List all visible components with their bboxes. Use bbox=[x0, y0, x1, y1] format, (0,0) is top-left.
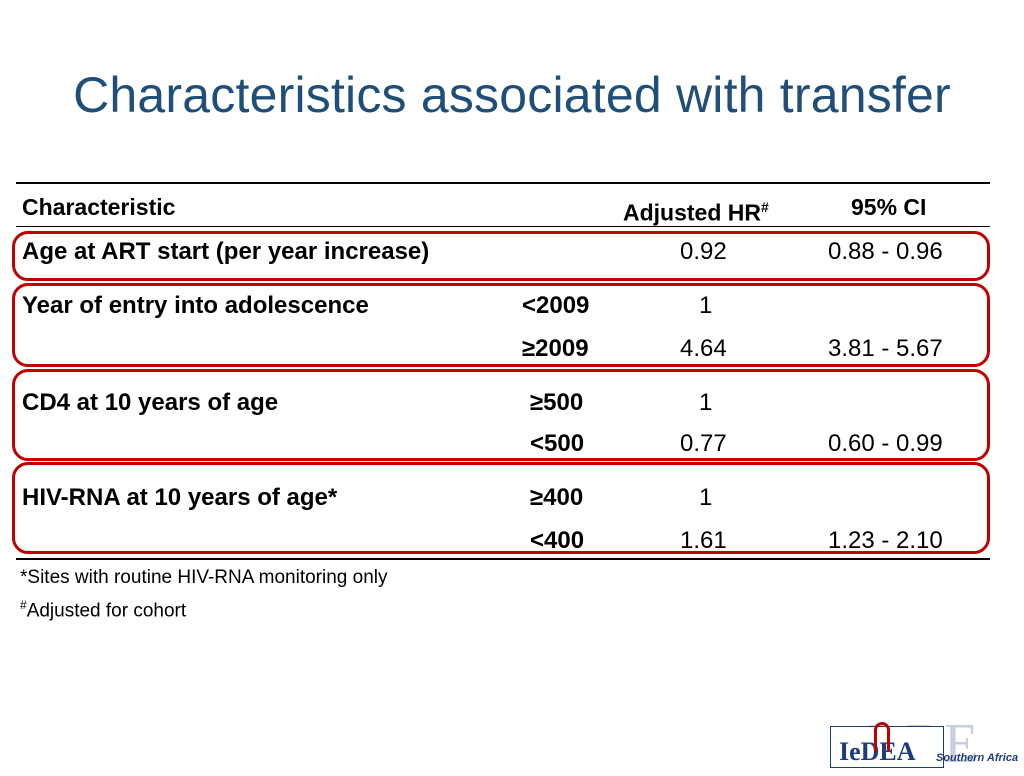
logo-name: IeDEA bbox=[839, 737, 916, 766]
row-year-characteristic: Year of entry into adolescence bbox=[22, 292, 369, 319]
row-cd4-hr-1: 1 bbox=[699, 389, 713, 416]
highlight-box-hiv-rna bbox=[12, 462, 990, 554]
table-top-rule bbox=[16, 182, 990, 184]
row-year-level-1: <2009 bbox=[522, 292, 590, 319]
row-year-ci-2: 3.81 - 5.67 bbox=[828, 335, 943, 362]
row-age-characteristic: Age at ART start (per year increase) bbox=[22, 238, 430, 265]
row-year-hr-1: 1 bbox=[699, 292, 713, 319]
header-adjusted-hr: Adjusted HR# bbox=[623, 199, 769, 226]
header-hr-sup: # bbox=[761, 199, 769, 215]
row-hiv-rna-hr-2: 1.61 bbox=[680, 527, 727, 554]
row-hiv-rna-characteristic: HIV-RNA at 10 years of age* bbox=[22, 484, 338, 511]
footnote-sites: *Sites with routine HIV-RNA monitoring o… bbox=[20, 567, 388, 588]
row-year-hr-2: 4.64 bbox=[680, 335, 727, 362]
row-age-ci: 0.88 - 0.96 bbox=[828, 238, 943, 265]
row-year-level-2: ≥2009 bbox=[522, 335, 589, 362]
row-cd4-level-1: ≥500 bbox=[530, 389, 584, 416]
slide-title: Characteristics associated with transfer bbox=[73, 67, 951, 123]
row-cd4-ci-2: 0.60 - 0.99 bbox=[828, 430, 943, 457]
highlight-box-cd4 bbox=[12, 369, 990, 461]
footnote-adjusted: #Adjusted for cohort bbox=[20, 598, 187, 622]
row-age-hr: 0.92 bbox=[680, 238, 727, 265]
table-header-rule bbox=[16, 226, 990, 227]
highlight-box-year bbox=[12, 283, 990, 367]
iedea-logo: IeDE IeDEA Southern Africa bbox=[826, 713, 1024, 775]
row-hiv-rna-level-2: <400 bbox=[530, 527, 585, 554]
row-cd4-characteristic: CD4 at 10 years of age bbox=[22, 389, 279, 416]
logo-region: Southern Africa bbox=[936, 752, 1019, 764]
row-hiv-rna-ci-2: 1.23 - 2.10 bbox=[828, 527, 943, 554]
row-cd4-level-2: <500 bbox=[530, 430, 585, 457]
highlight-box-age bbox=[12, 231, 990, 281]
header-characteristic: Characteristic bbox=[22, 194, 176, 220]
table-bottom-rule bbox=[16, 558, 990, 560]
row-hiv-rna-level-1: ≥400 bbox=[530, 484, 584, 511]
row-cd4-hr-2: 0.77 bbox=[680, 430, 727, 457]
red-ribbon-icon bbox=[874, 722, 890, 751]
header-ci: 95% CI bbox=[851, 194, 927, 220]
footnote-adjusted-sup: # bbox=[20, 598, 27, 612]
row-hiv-rna-hr-1: 1 bbox=[699, 484, 713, 511]
